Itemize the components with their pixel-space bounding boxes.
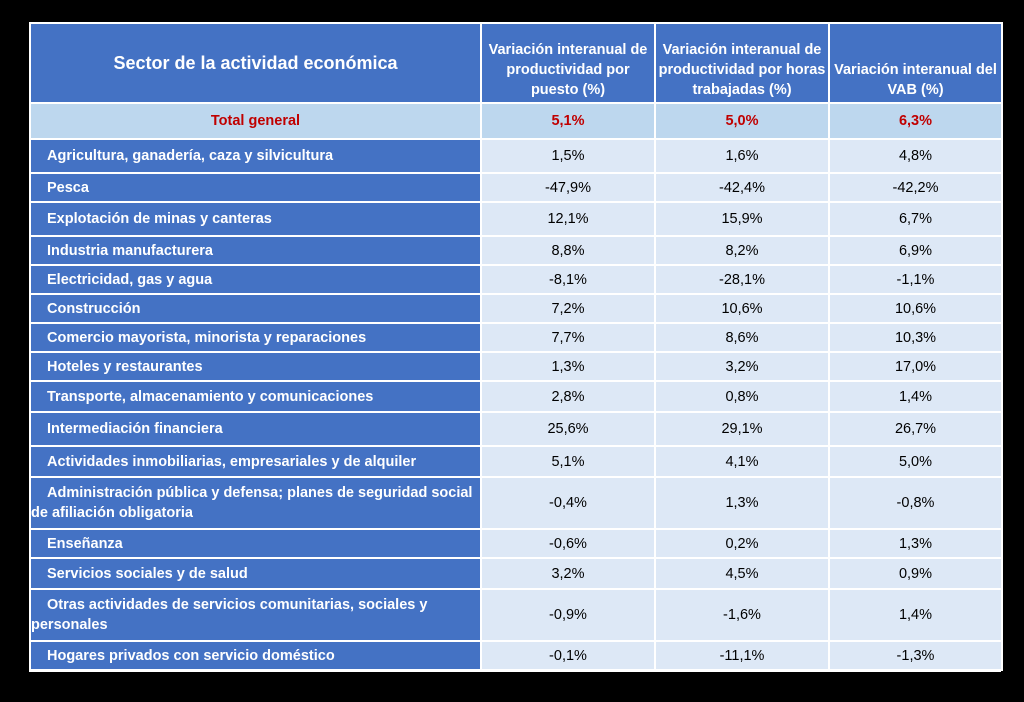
value-cell: -1,6%	[654, 588, 830, 642]
sector-label: Explotación de minas y canteras	[29, 201, 482, 237]
sector-label: Administración pública y defensa; planes…	[29, 476, 482, 530]
table-row: Intermediación financiera 25,6% 29,1% 26…	[29, 411, 1003, 447]
sector-label: Industria manufacturera	[29, 235, 482, 266]
table-row: Agricultura, ganadería, caza y silvicult…	[29, 138, 1003, 174]
sector-label: Construcción	[29, 293, 482, 324]
header-productivity-per-job: Variación interanual de productividad po…	[480, 22, 656, 104]
table-row: Comercio mayorista, minorista y reparaci…	[29, 322, 1003, 353]
sector-label: Intermediación financiera	[29, 411, 482, 447]
value-cell: 5,0%	[828, 445, 1003, 478]
value-cell: -28,1%	[654, 264, 830, 295]
value-cell: -47,9%	[480, 172, 656, 203]
value-cell: -1,1%	[828, 264, 1003, 295]
value-cell: -1,3%	[828, 640, 1003, 671]
value-cell: 6,7%	[828, 201, 1003, 237]
value-cell: 15,9%	[654, 201, 830, 237]
value-cell: 1,4%	[828, 588, 1003, 642]
value-cell: -8,1%	[480, 264, 656, 295]
table-row: Otras actividades de servicios comunitar…	[29, 588, 1003, 642]
value-cell: 26,7%	[828, 411, 1003, 447]
total-value: 5,1%	[480, 102, 656, 140]
sector-label: Transporte, almacenamiento y comunicacio…	[29, 380, 482, 413]
table-row: Transporte, almacenamiento y comunicacio…	[29, 380, 1003, 413]
value-cell: 6,9%	[828, 235, 1003, 266]
value-cell: 4,8%	[828, 138, 1003, 174]
sector-label: Hoteles y restaurantes	[29, 351, 482, 382]
value-cell: 0,9%	[828, 557, 1003, 590]
productivity-table: Sector de la actividad económica Variaci…	[29, 22, 1003, 671]
value-cell: 0,8%	[654, 380, 830, 413]
table-row: Electricidad, gas y agua -8,1% -28,1% -1…	[29, 264, 1003, 295]
total-label: Total general	[29, 102, 482, 140]
value-cell: -11,1%	[654, 640, 830, 671]
total-value: 6,3%	[828, 102, 1003, 140]
value-cell: 12,1%	[480, 201, 656, 237]
value-cell: 4,5%	[654, 557, 830, 590]
table-row: Actividades inmobiliarias, empresariales…	[29, 445, 1003, 478]
header-productivity-per-hour: Variación interanual de productividad po…	[654, 22, 830, 104]
table-row: Servicios sociales y de salud 3,2% 4,5% …	[29, 557, 1003, 590]
table-row: Hoteles y restaurantes 1,3% 3,2% 17,0%	[29, 351, 1003, 382]
value-cell: -42,4%	[654, 172, 830, 203]
header-vab-variation: Variación interanual del VAB (%)	[828, 22, 1003, 104]
value-cell: 8,6%	[654, 322, 830, 353]
table-row: Hogares privados con servicio doméstico …	[29, 640, 1003, 671]
total-row: Total general 5,1% 5,0% 6,3%	[29, 102, 1003, 140]
value-cell: 1,3%	[828, 528, 1003, 559]
sector-label: Otras actividades de servicios comunitar…	[29, 588, 482, 642]
table-row: Enseñanza -0,6% 0,2% 1,3%	[29, 528, 1003, 559]
table-row: Administración pública y defensa; planes…	[29, 476, 1003, 530]
value-cell: -0,9%	[480, 588, 656, 642]
value-cell: 4,1%	[654, 445, 830, 478]
total-value: 5,0%	[654, 102, 830, 140]
value-cell: 1,5%	[480, 138, 656, 174]
value-cell: 1,4%	[828, 380, 1003, 413]
value-cell: -42,2%	[828, 172, 1003, 203]
sector-label: Comercio mayorista, minorista y reparaci…	[29, 322, 482, 353]
value-cell: -0,8%	[828, 476, 1003, 530]
table-row: Explotación de minas y canteras 12,1% 15…	[29, 201, 1003, 237]
value-cell: 7,7%	[480, 322, 656, 353]
value-cell: 2,8%	[480, 380, 656, 413]
header-row: Sector de la actividad económica Variaci…	[29, 22, 1003, 104]
sector-label: Agricultura, ganadería, caza y silvicult…	[29, 138, 482, 174]
value-cell: 8,8%	[480, 235, 656, 266]
value-cell: 29,1%	[654, 411, 830, 447]
value-cell: -0,1%	[480, 640, 656, 671]
value-cell: 7,2%	[480, 293, 656, 324]
value-cell: -0,6%	[480, 528, 656, 559]
value-cell: 1,3%	[654, 476, 830, 530]
sector-label: Electricidad, gas y agua	[29, 264, 482, 295]
sector-label: Pesca	[29, 172, 482, 203]
table-frame: Sector de la actividad económica Variaci…	[29, 22, 1003, 672]
value-cell: 5,1%	[480, 445, 656, 478]
table-row: Industria manufacturera 8,8% 8,2% 6,9%	[29, 235, 1003, 266]
value-cell: 1,6%	[654, 138, 830, 174]
value-cell: 3,2%	[480, 557, 656, 590]
value-cell: -0,4%	[480, 476, 656, 530]
value-cell: 17,0%	[828, 351, 1003, 382]
value-cell: 10,6%	[828, 293, 1003, 324]
table-row: Construcción 7,2% 10,6% 10,6%	[29, 293, 1003, 324]
value-cell: 25,6%	[480, 411, 656, 447]
value-cell: 1,3%	[480, 351, 656, 382]
header-sector: Sector de la actividad económica	[29, 22, 482, 104]
sector-label: Actividades inmobiliarias, empresariales…	[29, 445, 482, 478]
value-cell: 3,2%	[654, 351, 830, 382]
value-cell: 8,2%	[654, 235, 830, 266]
value-cell: 0,2%	[654, 528, 830, 559]
sector-label: Hogares privados con servicio doméstico	[29, 640, 482, 671]
value-cell: 10,6%	[654, 293, 830, 324]
sector-label: Servicios sociales y de salud	[29, 557, 482, 590]
table-row: Pesca -47,9% -42,4% -42,2%	[29, 172, 1003, 203]
sector-label: Enseñanza	[29, 528, 482, 559]
value-cell: 10,3%	[828, 322, 1003, 353]
